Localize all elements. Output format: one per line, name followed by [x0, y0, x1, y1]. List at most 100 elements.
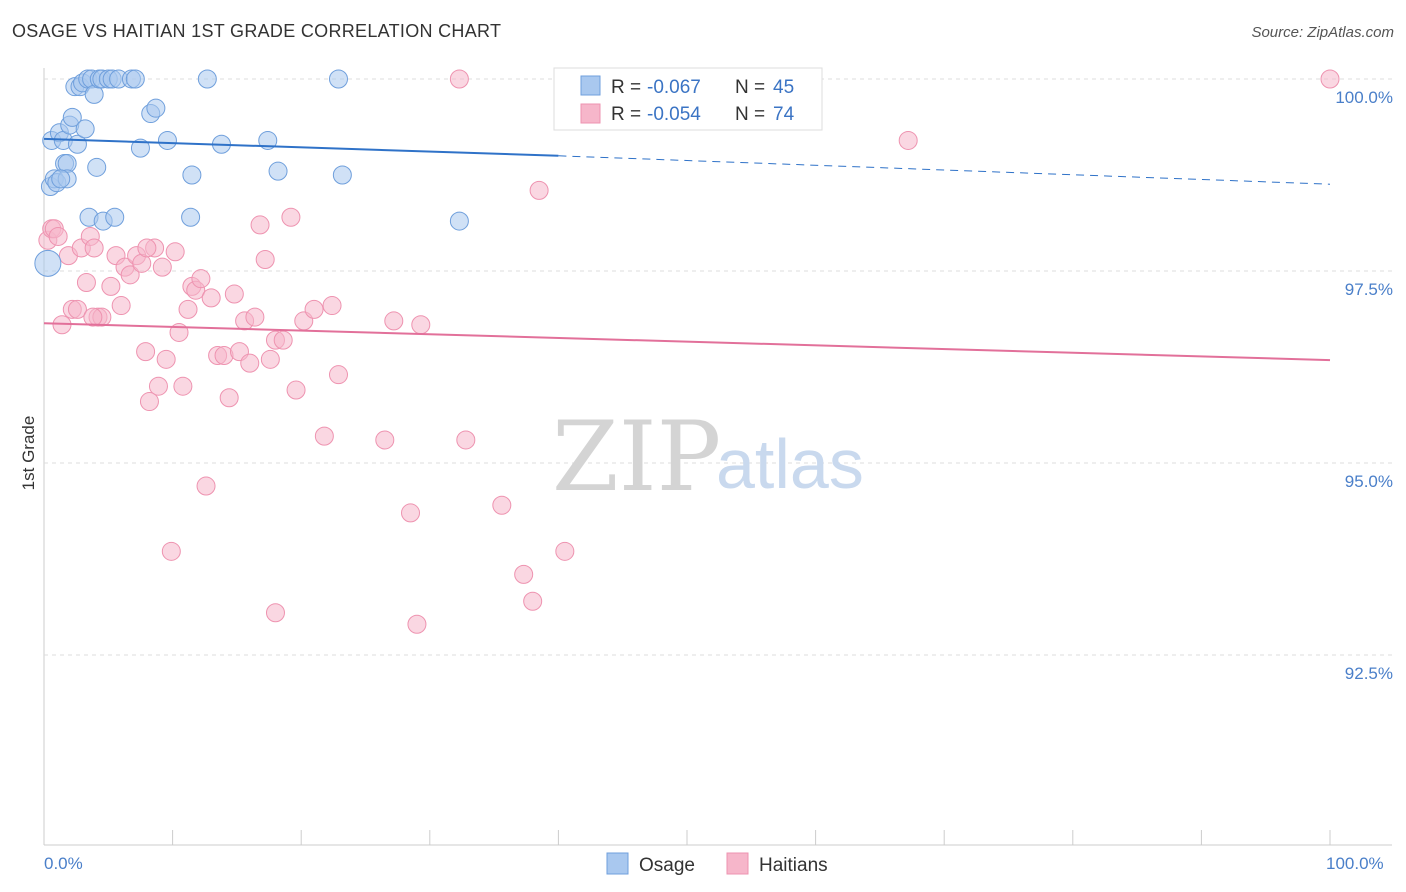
- legend-r-value-osage: -0.067: [647, 77, 701, 98]
- haitians-point: [120, 265, 140, 285]
- haitians-point: [529, 180, 549, 200]
- osage-point: [130, 138, 150, 158]
- haitians-point: [152, 257, 172, 277]
- haitians-point: [173, 376, 193, 396]
- haitians-point: [201, 288, 221, 308]
- haitians-point: [328, 365, 348, 385]
- haitians-points: [38, 69, 1340, 634]
- legend-n-value-osage: 45: [773, 77, 794, 98]
- osage-point: [197, 69, 217, 89]
- osage-point: [34, 249, 62, 277]
- haitians-point: [178, 299, 198, 319]
- osage-point: [62, 107, 82, 127]
- legend-n-label-haitians: N =: [735, 104, 765, 125]
- haitians-point: [456, 430, 476, 450]
- haitians-point: [136, 342, 156, 362]
- osage-point: [157, 130, 177, 150]
- bottom-legend-label-osage: Osage: [639, 855, 695, 876]
- haitians-point: [1320, 69, 1340, 89]
- haitians-point: [137, 238, 157, 258]
- legend-swatch-haitians: [580, 103, 601, 124]
- haitians-point: [492, 495, 512, 515]
- haitians-point: [322, 296, 342, 316]
- haitians-point: [411, 315, 431, 335]
- haitians-point: [273, 330, 293, 350]
- trend-lines: [43, 137, 1331, 362]
- osage-point: [125, 69, 145, 89]
- legend-n-value-haitians: 74: [773, 104, 795, 125]
- osage-point: [268, 161, 288, 181]
- haitians-point: [224, 284, 244, 304]
- legend-swatch-osage: [580, 75, 601, 96]
- haitians-point: [384, 311, 404, 331]
- watermark-atlas: atlas: [716, 425, 864, 503]
- haitians-point: [219, 388, 239, 408]
- haitians-point: [156, 349, 176, 369]
- y-tick-label: 92.5%: [1345, 664, 1393, 683]
- osage-trend-line: [43, 137, 559, 157]
- haitians-point: [161, 541, 181, 561]
- haitians-trend-line: [43, 322, 1331, 362]
- osage-point: [332, 165, 352, 185]
- haitians-point: [139, 392, 159, 412]
- haitians-point: [449, 69, 469, 89]
- haitians-point: [407, 614, 427, 634]
- legend-r-value-haitians: -0.054: [647, 104, 701, 125]
- haitians-point: [555, 541, 575, 561]
- haitians-point: [196, 476, 216, 496]
- legend-n-label-osage: N =: [735, 77, 765, 98]
- haitians-point: [401, 503, 421, 523]
- y-tick-label: 95.0%: [1345, 472, 1393, 491]
- haitians-point: [111, 296, 131, 316]
- correlation-legend: R = -0.067 N = 45 R = -0.054 N = 74: [553, 67, 823, 131]
- haitians-point: [67, 299, 87, 319]
- series-legend: Osage Haitians: [606, 852, 828, 876]
- osage-point: [146, 98, 166, 118]
- osage-point: [51, 169, 71, 189]
- x-ticks: [43, 830, 1331, 845]
- osage-point: [87, 157, 107, 177]
- osage-point: [328, 69, 348, 89]
- haitians-point: [514, 564, 534, 584]
- osage-point: [75, 119, 95, 139]
- osage-point: [449, 211, 469, 231]
- haitians-point: [83, 307, 103, 327]
- legend-r-label-osage: R =: [611, 77, 641, 98]
- haitians-point: [281, 207, 301, 227]
- bottom-legend-swatch-osage: [606, 852, 629, 875]
- haitians-point: [101, 276, 121, 296]
- x-tick-label-max: 100.0%: [1326, 854, 1384, 873]
- osage-point: [181, 207, 201, 227]
- osage-point: [258, 130, 278, 150]
- y-tick-label: 100.0%: [1335, 88, 1393, 107]
- osage-point: [105, 207, 125, 227]
- haitians-point: [260, 349, 280, 369]
- haitians-point: [165, 242, 185, 262]
- haitians-point: [84, 238, 104, 258]
- haitians-point: [76, 273, 96, 293]
- haitians-point: [255, 249, 275, 269]
- watermark-zip: ZIP: [552, 401, 721, 513]
- haitians-point: [898, 130, 918, 150]
- y-tick-labels: 100.0% 97.5% 95.0% 92.5%: [1335, 88, 1393, 683]
- chart-title: OSAGE VS HAITIAN 1ST GRADE CORRELATION C…: [12, 21, 502, 41]
- bottom-legend-swatch-haitians: [726, 852, 749, 875]
- x-tick-label-min: 0.0%: [44, 854, 83, 873]
- haitians-point: [304, 299, 324, 319]
- bottom-legend-label-haitians: Haitians: [759, 855, 828, 876]
- haitians-point: [286, 380, 306, 400]
- haitians-point: [48, 226, 68, 246]
- y-tick-label: 97.5%: [1345, 280, 1393, 299]
- haitians-point: [250, 215, 270, 235]
- source-label: Source: ZipAtlas.com: [1251, 24, 1394, 41]
- haitians-point: [314, 426, 334, 446]
- haitians-point: [245, 307, 265, 327]
- haitians-point: [148, 376, 168, 396]
- haitians-point: [265, 603, 285, 623]
- haitians-point: [375, 430, 395, 450]
- haitians-point: [523, 591, 543, 611]
- haitians-point: [191, 269, 211, 289]
- haitians-point: [240, 353, 260, 373]
- osage-point: [182, 165, 202, 185]
